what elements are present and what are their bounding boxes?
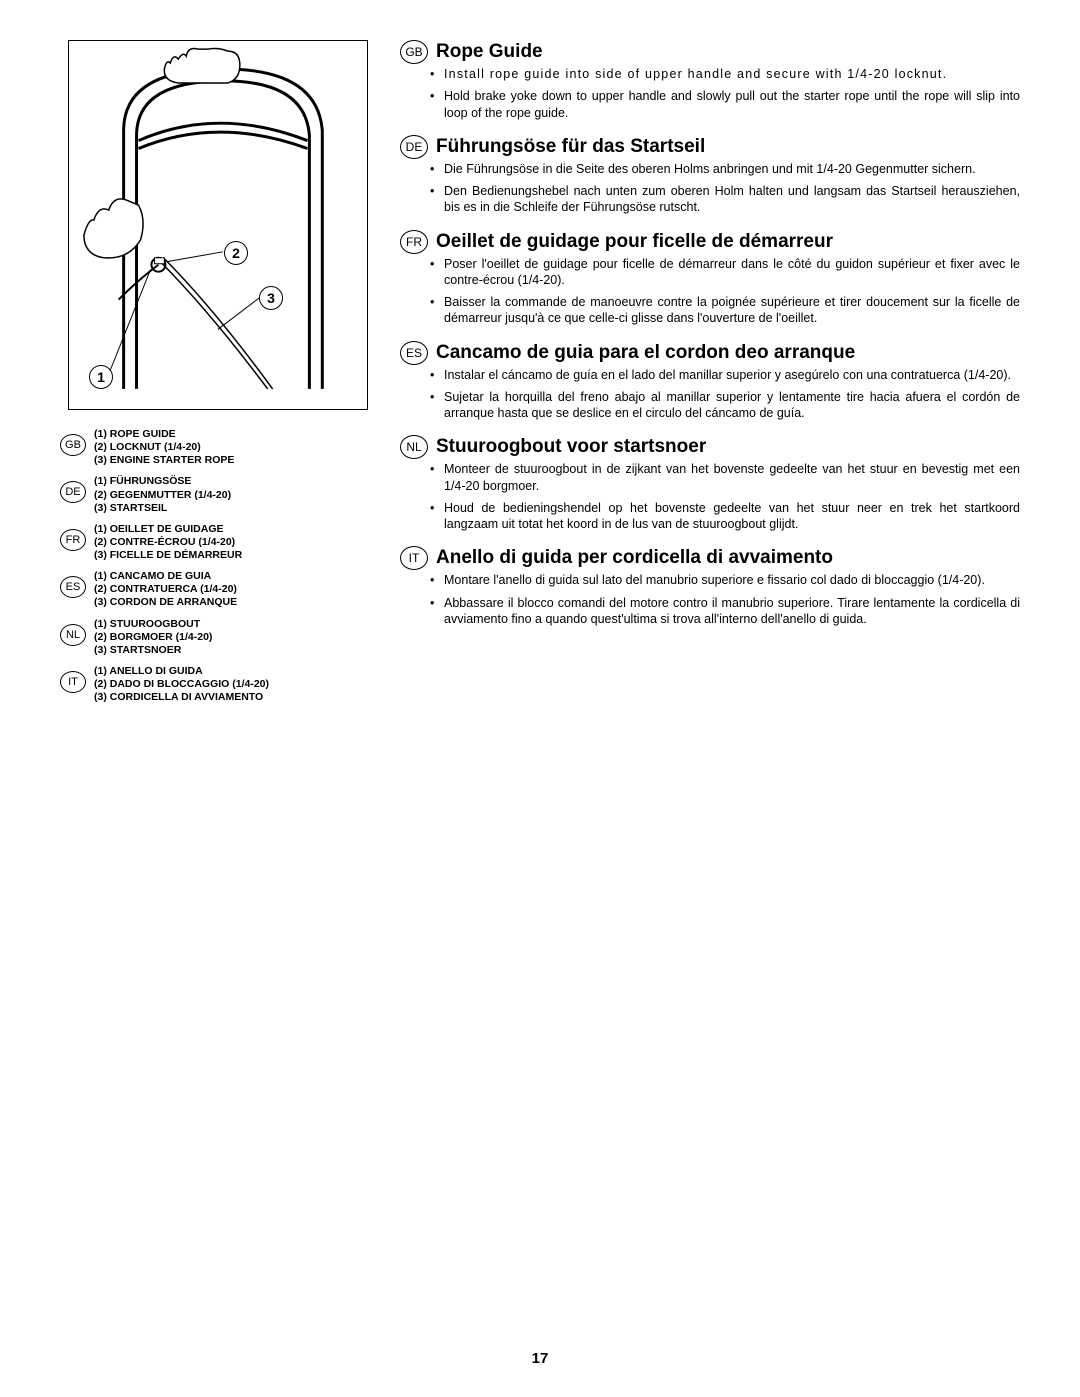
- left-column: 1 2 3 GB (1) ROPE GUIDE(2) LOCKNUT (1/4-2…: [60, 40, 380, 712]
- legend-line: (1) ROPE GUIDE: [94, 428, 234, 441]
- section-bullet: Sujetar la horquilla del freno abajo al …: [444, 389, 1020, 422]
- instruction-section: IT Anello di guida per cordicella di avva…: [400, 546, 1020, 627]
- section-lang-badge: NL: [400, 435, 428, 459]
- legend-block: GB(1) ROPE GUIDE(2) LOCKNUT (1/4-20)(3) …: [60, 428, 380, 704]
- section-header: ES Cancamo de guia para el cordon deo arr…: [400, 341, 1020, 365]
- legend-line: (1) OEILLET DE GUIDAGE: [94, 523, 242, 536]
- instruction-section: NL Stuuroogbout voor startsnoer Monteer de…: [400, 435, 1020, 532]
- diagram-callout-2: 2: [224, 241, 248, 265]
- diagram-callout-3: 3: [259, 286, 283, 310]
- section-title: Stuuroogbout voor startsnoer: [436, 436, 706, 458]
- legend-lines: (1) FÜHRUNGSÖSE(2) GEGENMUTTER (1/4-20)(…: [94, 475, 231, 514]
- section-bullet: Montare l'anello di guida sul lato del m…: [444, 572, 1020, 588]
- diagram-illustration: [69, 41, 367, 409]
- lang-badge: IT: [60, 671, 86, 693]
- lang-badge: DE: [60, 481, 86, 503]
- legend-line: (3) ENGINE STARTER ROPE: [94, 454, 234, 467]
- instruction-section: DE Führungsöse für das Startseil Die Führu…: [400, 135, 1020, 216]
- lang-badge: FR: [60, 529, 86, 551]
- legend-row: GB (1) ROPE GUIDE(2) LOCKNUT (1/4-20)(3) …: [60, 428, 380, 467]
- section-header: GB Rope Guide: [400, 40, 1020, 64]
- legend-line: (3) FICELLE DE DÉMARREUR: [94, 549, 242, 562]
- lang-badge: ES: [60, 576, 86, 598]
- section-header: IT Anello di guida per cordicella di avva…: [400, 546, 1020, 570]
- section-header: FR Oeillet de guidage pour ficelle de dém…: [400, 230, 1020, 254]
- legend-line: (1) FÜHRUNGSÖSE: [94, 475, 231, 488]
- legend-line: (1) ANELLO DI GUIDA: [94, 665, 269, 678]
- section-lang-badge: DE: [400, 135, 428, 159]
- legend-line: (3) STARTSEIL: [94, 502, 231, 515]
- section-bullet: Monteer de stuuroogbout in de zijkant va…: [444, 461, 1020, 494]
- legend-row: DE (1) FÜHRUNGSÖSE(2) GEGENMUTTER (1/4-20…: [60, 475, 380, 514]
- section-header: DE Führungsöse für das Startseil: [400, 135, 1020, 159]
- legend-row: ES (1) CANCAMO DE GUIA(2) CONTRATUERCA (1…: [60, 570, 380, 609]
- section-bullet: Instalar el cáncamo de guía en el lado d…: [444, 367, 1020, 383]
- section-bullets: Instalar el cáncamo de guía en el lado d…: [400, 367, 1020, 422]
- diagram-box: 1 2 3: [68, 40, 368, 410]
- section-title: Anello di guida per cordicella di avvaim…: [436, 547, 833, 569]
- section-bullet: Die Führungsöse in die Seite des oberen …: [444, 161, 1020, 177]
- legend-line: (2) CONTRE-ÉCROU (1/4-20): [94, 536, 242, 549]
- section-bullet: Install rope guide into side of upper ha…: [444, 66, 1020, 82]
- lang-badge: GB: [60, 434, 86, 456]
- section-bullet: Poser l'oeillet de guidage pour ficelle …: [444, 256, 1020, 289]
- legend-line: (1) STUUROOGBOUT: [94, 618, 212, 631]
- legend-lines: (1) CANCAMO DE GUIA(2) CONTRATUERCA (1/4…: [94, 570, 237, 609]
- section-bullet: Abbassare il blocco comandi del motore c…: [444, 595, 1020, 628]
- legend-lines: (1) OEILLET DE GUIDAGE(2) CONTRE-ÉCROU (…: [94, 523, 242, 562]
- section-lang-badge: GB: [400, 40, 428, 64]
- instruction-section: ES Cancamo de guia para el cordon deo arr…: [400, 341, 1020, 422]
- legend-lines: (1) ROPE GUIDE(2) LOCKNUT (1/4-20)(3) EN…: [94, 428, 234, 467]
- section-title: Rope Guide: [436, 41, 543, 63]
- legend-row: NL (1) STUUROOGBOUT(2) BORGMOER (1/4-20)(…: [60, 618, 380, 657]
- legend-line: (2) LOCKNUT (1/4-20): [94, 441, 234, 454]
- legend-line: (1) CANCAMO DE GUIA: [94, 570, 237, 583]
- section-bullet: Houd de bedieningshendel op het bovenste…: [444, 500, 1020, 533]
- lang-badge: NL: [60, 624, 86, 646]
- section-lang-badge: ES: [400, 341, 428, 365]
- page-number: 17: [0, 1350, 1080, 1367]
- section-bullet: Baisser la commande de manoeuvre contre …: [444, 294, 1020, 327]
- section-bullets: Montare l'anello di guida sul lato del m…: [400, 572, 1020, 627]
- legend-line: (2) CONTRATUERCA (1/4-20): [94, 583, 237, 596]
- section-lang-badge: FR: [400, 230, 428, 254]
- legend-line: (3) STARTSNOER: [94, 644, 212, 657]
- legend-lines: (1) STUUROOGBOUT(2) BORGMOER (1/4-20)(3)…: [94, 618, 212, 657]
- section-bullets: Monteer de stuuroogbout in de zijkant va…: [400, 461, 1020, 532]
- right-column: GB Rope Guide Install rope guide into side…: [400, 40, 1020, 712]
- legend-lines: (1) ANELLO DI GUIDA(2) DADO DI BLOCCAGGI…: [94, 665, 269, 704]
- diagram-callout-1: 1: [89, 365, 113, 389]
- legend-line: (3) CORDON DE ARRANQUE: [94, 596, 237, 609]
- legend-line: (3) CORDICELLA DI AVVIAMENTO: [94, 691, 269, 704]
- legend-line: (2) DADO DI BLOCCAGGIO (1/4-20): [94, 678, 269, 691]
- section-bullets: Die Führungsöse in die Seite des oberen …: [400, 161, 1020, 216]
- legend-line: (2) BORGMOER (1/4-20): [94, 631, 212, 644]
- section-title: Cancamo de guia para el cordon deo arran…: [436, 342, 855, 364]
- section-lang-badge: IT: [400, 546, 428, 570]
- instruction-section: GB Rope Guide Install rope guide into side…: [400, 40, 1020, 121]
- legend-row: IT (1) ANELLO DI GUIDA(2) DADO DI BLOCCAG…: [60, 665, 380, 704]
- section-bullet: Den Bedienungshebel nach unten zum obere…: [444, 183, 1020, 216]
- instruction-section: FR Oeillet de guidage pour ficelle de dém…: [400, 230, 1020, 327]
- legend-line: (2) GEGENMUTTER (1/4-20): [94, 489, 231, 502]
- section-header: NL Stuuroogbout voor startsnoer: [400, 435, 1020, 459]
- legend-row: FR (1) OEILLET DE GUIDAGE(2) CONTRE-ÉCROU…: [60, 523, 380, 562]
- section-title: Oeillet de guidage pour ficelle de démar…: [436, 231, 833, 253]
- section-bullet: Hold brake yoke down to upper handle and…: [444, 88, 1020, 121]
- page-content: 1 2 3 GB (1) ROPE GUIDE(2) LOCKNUT (1/4-2…: [60, 40, 1020, 712]
- section-bullets: Poser l'oeillet de guidage pour ficelle …: [400, 256, 1020, 327]
- section-title: Führungsöse für das Startseil: [436, 136, 705, 158]
- section-bullets: Install rope guide into side of upper ha…: [400, 66, 1020, 121]
